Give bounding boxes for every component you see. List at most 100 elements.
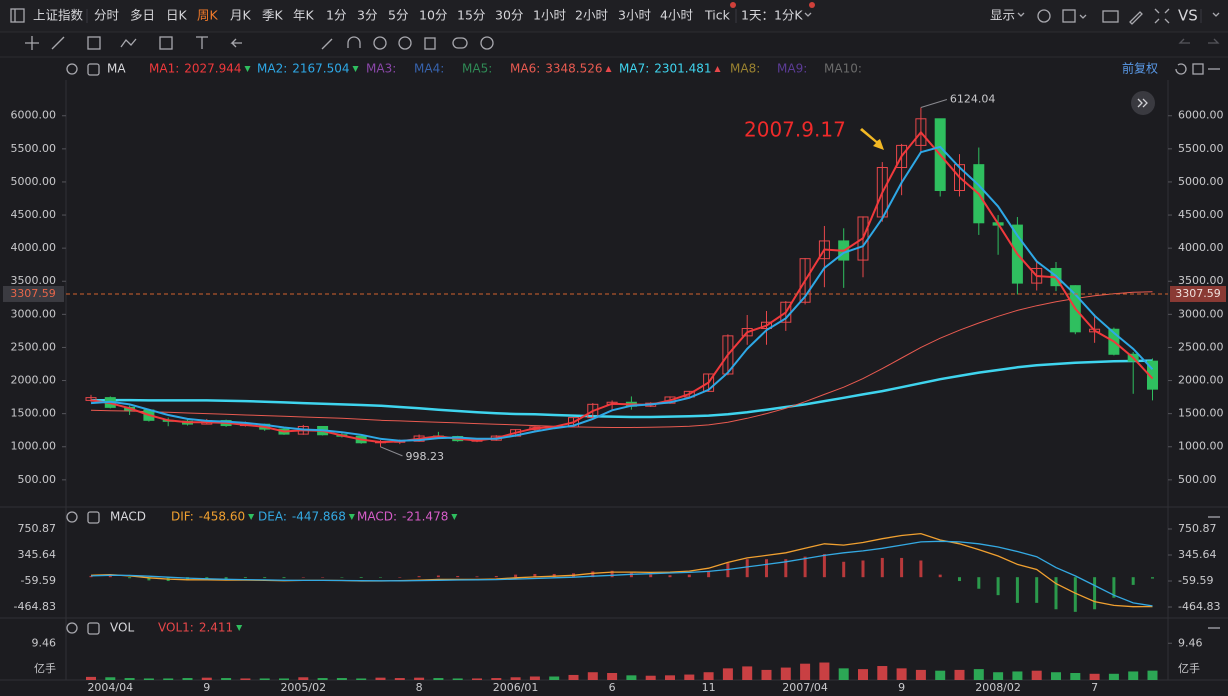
badge [809,2,815,8]
period-tab[interactable]: 多日 [130,8,155,23]
legend-name[interactable]: MA7: [619,62,649,76]
period-tab[interactable]: 日K [166,8,188,23]
legend-name[interactable]: DEA: [258,510,287,524]
period-tab[interactable]: 月K [230,8,252,23]
y-tick-label: 3000.00 [11,307,57,320]
y2-tick-label: 5500.00 [1178,142,1224,155]
period-tab[interactable]: 周K [197,8,219,23]
indicator-title[interactable]: VOL [110,621,134,635]
x-tick-label: 2004/04 [87,681,133,694]
macd-hist-bar [533,573,537,578]
period-tab[interactable]: 15分 [457,8,485,23]
panel-settings[interactable] [66,622,78,634]
symbol[interactable]: 上证指数 [33,8,84,23]
legend-name[interactable]: MA10: [824,62,862,76]
panel-settings[interactable] [66,63,78,75]
reset-icon[interactable] [1175,63,1187,75]
panel-settings[interactable] [66,511,78,523]
legend-name[interactable]: MA8: [730,62,760,76]
delete-tool[interactable] [424,37,436,50]
period-tab[interactable]: 3分 [357,8,377,23]
legend-name[interactable]: MACD: [357,510,397,524]
trend-arrow [714,66,721,72]
rect-tool[interactable] [87,36,101,50]
expand-button[interactable] [1131,91,1155,115]
vs-button[interactable]: VS [1178,7,1198,25]
period-tab[interactable]: 30分 [495,8,523,23]
lock-tool[interactable] [373,36,387,50]
panel-close[interactable] [87,511,100,524]
macd-hist-bar [436,575,440,578]
macd-hist-bar [707,570,711,578]
period-tab[interactable]: 分时 [94,8,120,23]
macd-hist-bar [938,574,942,578]
period-tab[interactable]: 4小时 [660,8,693,23]
settings-icon[interactable] [1037,9,1051,23]
camera-icon[interactable] [1102,10,1119,23]
volume-bar [1089,673,1100,680]
x-tick-label: 9 [898,681,905,694]
trend-arrow [348,514,355,520]
period-tab[interactable]: 1小时 [533,8,566,23]
panel-close[interactable] [87,63,100,76]
group-tool[interactable] [452,37,468,49]
period-tab[interactable]: Tick [704,8,731,23]
adjust-mode[interactable]: 前复权 [1122,61,1158,76]
pen-icon[interactable] [1129,11,1143,25]
macd-hist-bar [340,577,344,578]
trend-arrow [352,66,359,72]
legend-name[interactable]: MA5: [462,62,492,76]
period-tab[interactable]: 年K [293,8,315,23]
arrow-tool[interactable] [230,38,242,48]
volume-bar [375,677,386,680]
layout-icon[interactable] [1062,9,1076,23]
eye-tool[interactable] [398,36,412,50]
custom-period[interactable]: 1天：1分K [741,8,803,23]
volume-bar [858,669,868,680]
tool-settings[interactable] [480,36,494,50]
dropdown-icon [1017,12,1025,17]
legend-name[interactable]: DIF: [171,510,194,524]
macd-hist-bar [1151,577,1154,579]
text-tool[interactable] [196,36,208,49]
y-tick-label: 5500.00 [11,142,57,155]
undo[interactable] [1178,38,1190,44]
line-tool[interactable] [51,36,65,50]
y-tick-label: 4500.00 [11,208,57,221]
panel-max[interactable] [1192,63,1204,75]
period-tab[interactable]: 10分 [419,8,447,23]
macd-hist-bar [765,559,768,578]
fullscreen-icon[interactable] [1154,8,1170,24]
y2-tick-label: 9.46 [1178,636,1203,649]
trend-arrow [248,514,255,520]
indicator-title[interactable]: MA [107,62,126,76]
legend-name[interactable]: VOL1: [158,621,194,635]
legend-name[interactable]: MA2: [257,62,287,76]
display-menu[interactable]: 显示 [990,8,1015,23]
y2-tick-label: 6000.00 [1178,109,1224,122]
ruler-tool[interactable] [321,38,333,50]
macd-hist-bar [1035,577,1039,603]
sidebar-icon[interactable] [10,8,25,23]
legend-name[interactable]: MA3: [366,62,396,76]
wave-tool[interactable] [120,38,137,48]
legend-name[interactable]: MA6: [510,62,540,76]
magnet-tool[interactable] [347,36,361,48]
macd-hist-bar [649,574,653,578]
indicator-title[interactable]: MACD [110,510,146,524]
dropdown-icon [1079,14,1087,19]
period-tab[interactable]: 2小时 [575,8,608,23]
fib-tool[interactable] [159,36,173,50]
move-tool[interactable] [25,36,39,50]
legend-name[interactable]: MA1: [149,62,179,76]
period-tab[interactable]: 季K [262,8,284,23]
legend-name[interactable]: MA9: [777,62,807,76]
redo[interactable] [1208,38,1220,44]
period-tab[interactable]: 3小时 [618,8,651,23]
period-tab[interactable]: 5分 [388,8,408,23]
legend-name[interactable]: MA4: [414,62,444,76]
period-tab[interactable]: 1分 [326,8,346,23]
volume-bar [703,672,714,680]
panel-close[interactable] [87,622,100,635]
